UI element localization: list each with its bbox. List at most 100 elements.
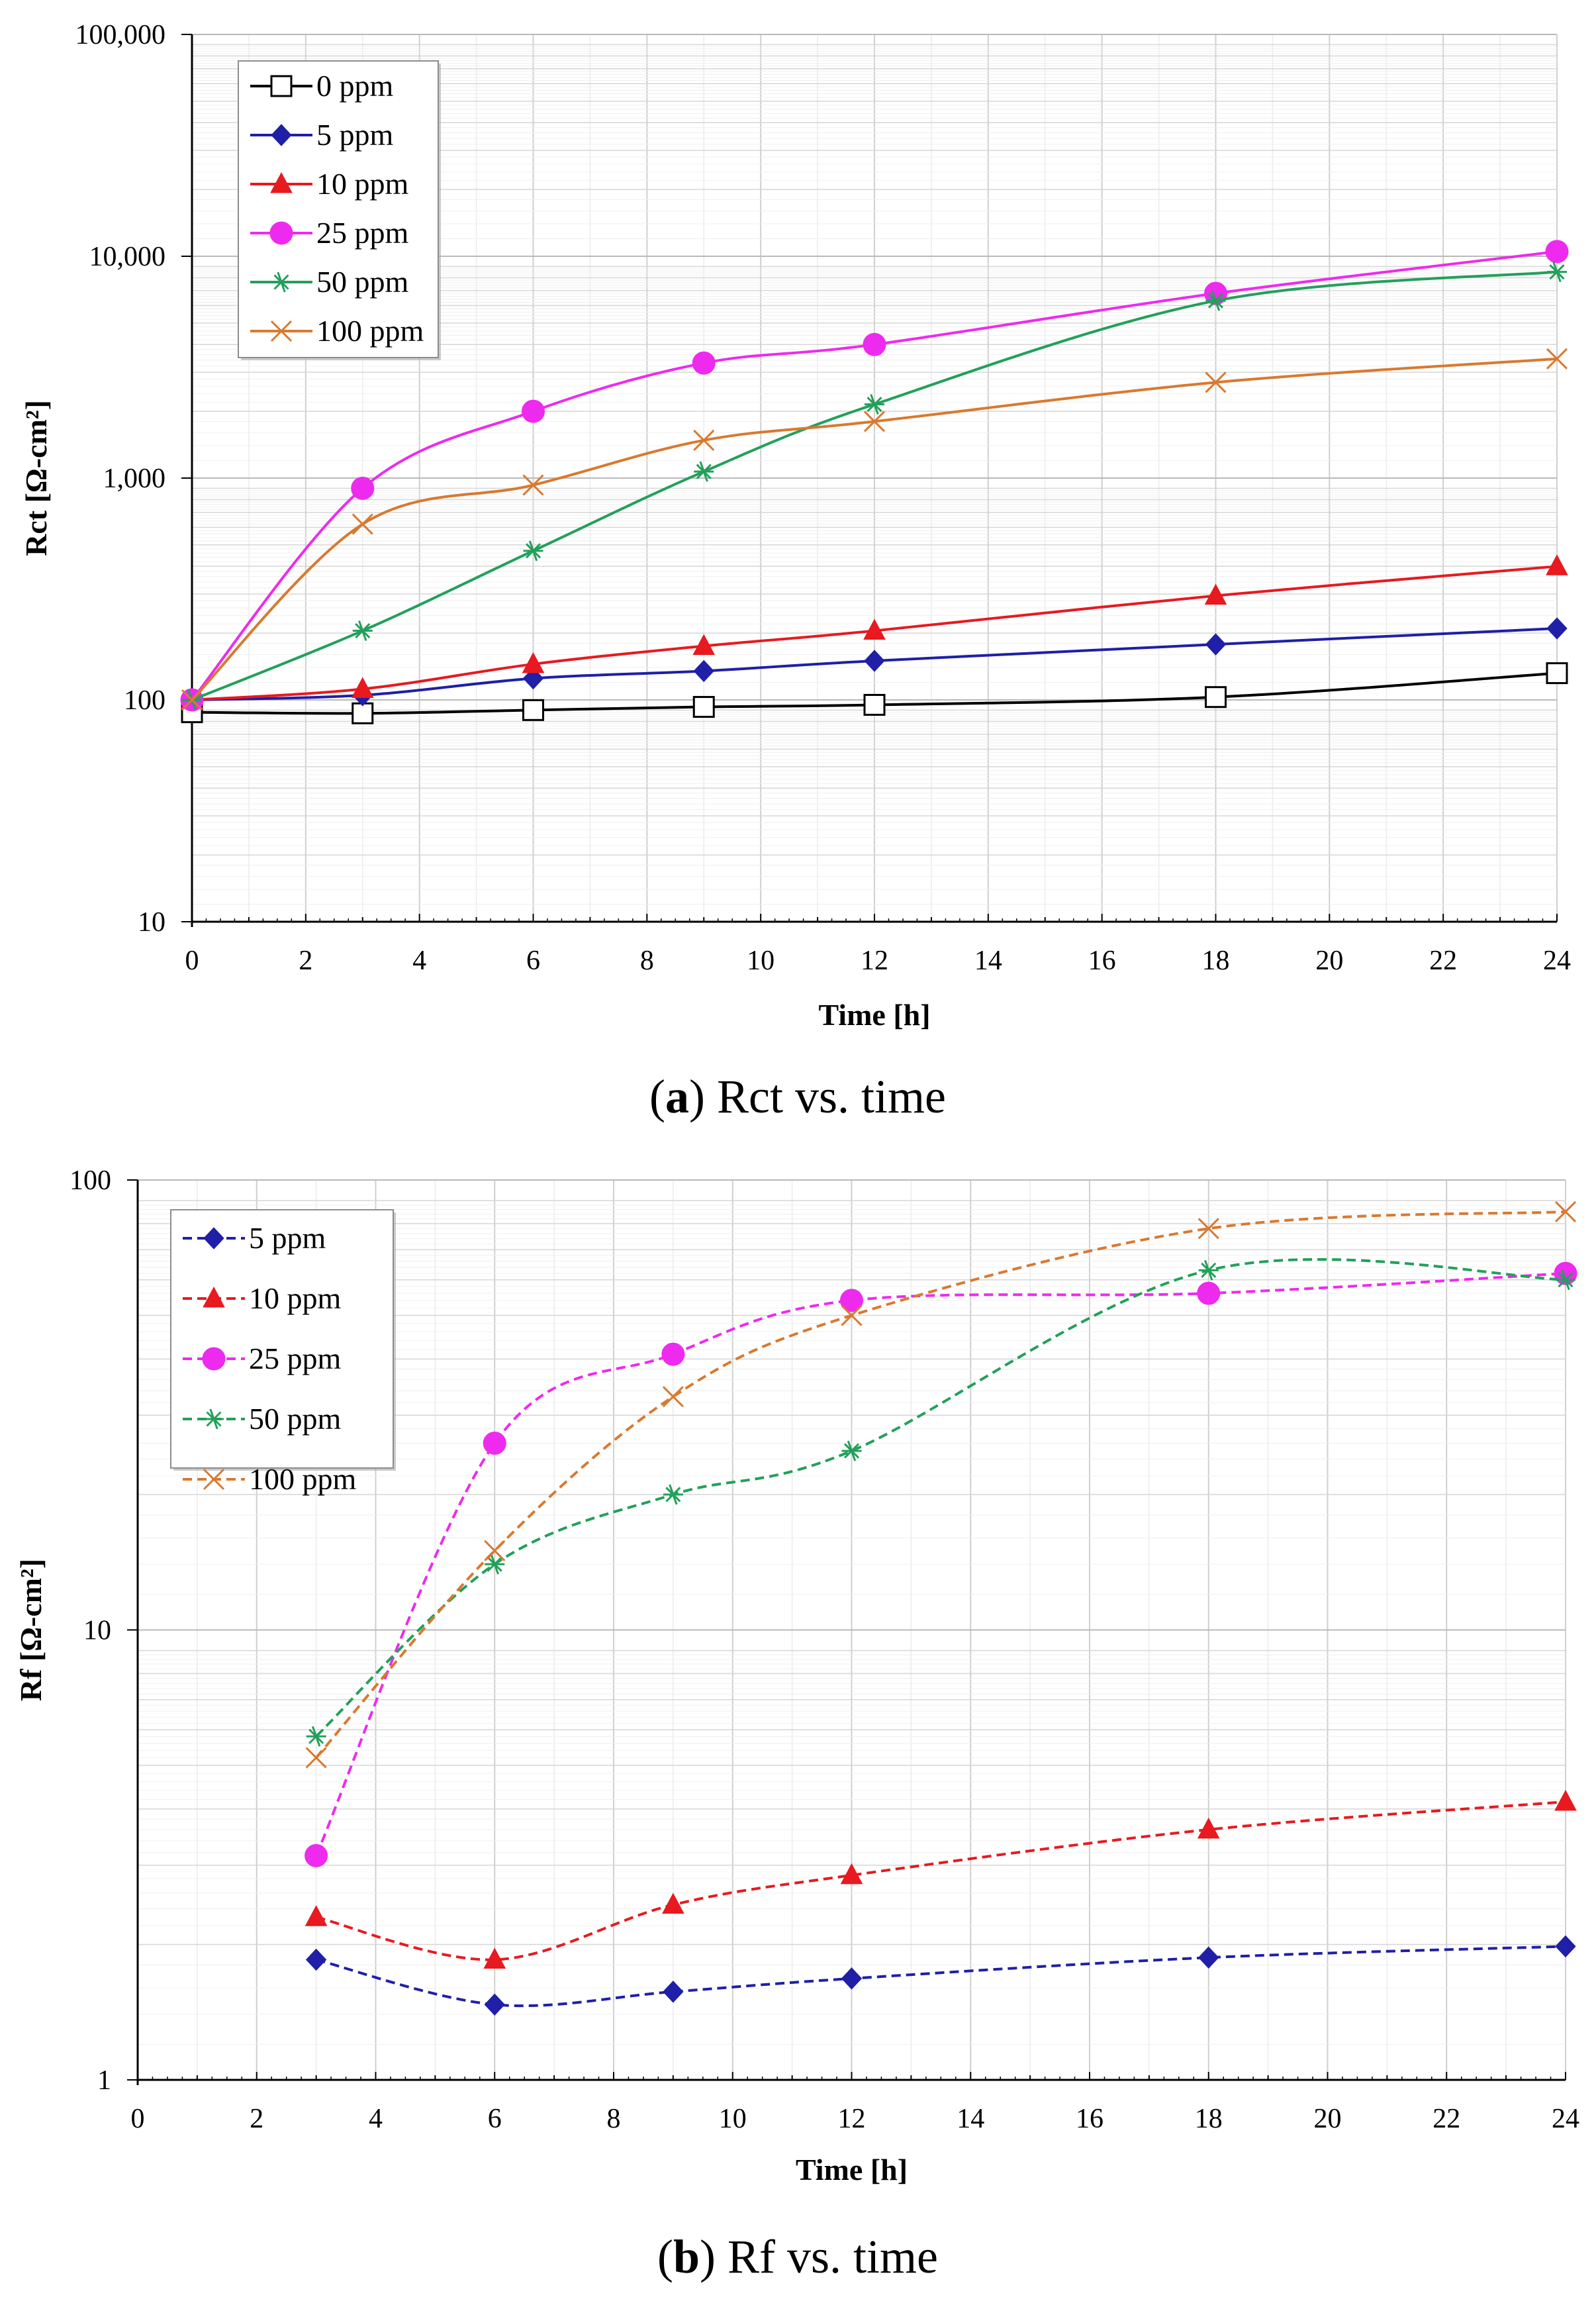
series-line [315,1257,1566,1738]
data-point [1546,554,1568,575]
data-point [305,1948,327,1971]
data-point [351,677,374,699]
data-point [1198,1259,1219,1281]
legend-marker [270,75,293,97]
data-point [522,474,544,496]
data-point [523,540,543,562]
data-point [352,513,373,535]
data-point [1555,1935,1576,1958]
x-tick-label: 16 [1088,946,1116,976]
data-point [522,699,544,721]
series-10-ppm [305,1789,1577,1969]
x-axis-title: Time [h] [796,2153,908,2186]
data-point [663,1484,683,1505]
data-point [1554,1789,1577,1811]
figure-caption: (a) Rct vs. time [649,1070,946,1123]
data-point [352,620,373,642]
data-point [306,1726,326,1747]
y-axis-title: Rct [Ω-cm²] [19,400,53,556]
legend-label: 50 ppm [316,265,409,299]
caption-letter: b [673,2230,700,2283]
series-50-ppm [182,262,1567,711]
y-tick-label: 10 [83,1616,111,1646]
data-point [1556,1269,1575,1291]
x-tick-label: 12 [838,2104,866,2134]
legend-label: 25 ppm [249,1342,342,1375]
y-tick-label: 1,000 [103,464,166,494]
x-tick-label: 2 [250,2104,263,2134]
x-tick-label: 18 [1195,2104,1223,2134]
legend-label: 10 ppm [249,1281,342,1315]
x-tick-label: 0 [185,946,199,976]
data-point [661,1342,685,1366]
caption-paren: ) [689,1070,717,1123]
series-100-ppm [305,1201,1577,1769]
legend-box [238,60,439,358]
figure-caption: (b) Rf vs. time [657,2230,938,2283]
legend-label: 25 ppm [316,216,409,250]
caption-text: Rf vs. time [728,2230,938,2283]
data-point [863,332,886,356]
series-line [316,1800,1566,1961]
data-point [305,1905,328,1926]
x-tick-label: 10 [719,2104,747,2134]
legend-marker [269,221,293,245]
x-tick-label: 8 [640,946,654,976]
legend-marker [270,320,293,342]
legend-marker [203,1468,225,1491]
legend-marker [202,1347,226,1371]
data-point [1197,1817,1220,1839]
data-point [863,411,886,432]
data-point [483,1947,506,1969]
data-point [841,1967,863,1990]
legend-label: 10 ppm [316,167,409,201]
data-point [484,1540,506,1561]
data-point [484,1993,505,2016]
data-point [352,702,374,724]
data-point [1198,1946,1219,1969]
legend: 5 ppm 10 ppm 25 ppm 50 ppm 100 ppm [170,1209,396,1496]
y-axis-title: Rf [Ω-cm²] [14,1559,48,1701]
x-tick-label: 0 [131,2104,145,2134]
data-point [841,1440,862,1461]
series-25-ppm [305,1261,1577,1867]
data-point [840,1863,863,1885]
data-point [840,1289,863,1312]
x-axis-title: Time [h] [818,998,930,1032]
data-point [351,476,375,500]
x-tick-label: 24 [1552,2104,1579,2134]
x-tick-label: 4 [412,946,426,976]
series-line [191,627,1558,701]
y-tick-label: 1 [97,2065,111,2096]
legend-label: 0 ppm [316,69,394,103]
data-point [693,660,714,683]
legend-marker [204,1408,224,1430]
legend-marker [203,1227,224,1250]
data-point [693,429,715,452]
data-point [181,689,203,711]
x-tick-label: 16 [1076,2104,1103,2134]
legend-marker [271,271,291,293]
data-point [1547,262,1567,283]
caption-paren: ( [649,1070,665,1123]
legend-marker [270,172,293,193]
series-5-ppm [181,617,1568,711]
data-point [1546,617,1568,640]
data-point [662,1892,684,1914]
series-line [316,1945,1566,2008]
x-tick-label: 22 [1432,2104,1460,2134]
y-tick-label: 100 [124,685,165,716]
y-tick-label: 100 [70,1165,111,1196]
x-tick-label: 12 [861,946,888,976]
data-point [305,1747,327,1769]
x-tick-label: 4 [369,2104,383,2134]
data-point [692,351,716,375]
data-point [692,696,715,718]
data-point [522,652,545,673]
legend-label: 5 ppm [249,1221,326,1255]
legend-label: 100 ppm [249,1462,357,1496]
y-tick-label: 100,000 [75,20,166,50]
series-line [191,565,1558,701]
